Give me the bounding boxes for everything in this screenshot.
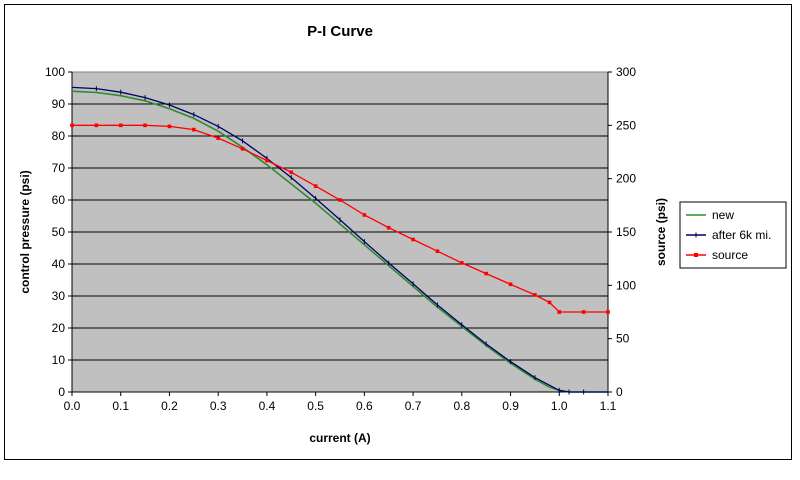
y-tick-label: 40	[52, 257, 66, 271]
legend-label-1: after 6k mi.	[712, 228, 771, 242]
x-tick-label: 0.8	[453, 399, 470, 413]
y-tick-label: 80	[52, 129, 66, 143]
y-tick-label: 10	[52, 353, 66, 367]
series-line-1	[71, 86, 608, 393]
y-tick-label: 90	[52, 97, 66, 111]
y2-tick-label: 0	[616, 385, 623, 399]
x-tick-label: 0.3	[210, 399, 227, 413]
x-tick-label: 0.1	[112, 399, 129, 413]
y2-tick-label: 250	[616, 118, 636, 132]
y-tick-label: 50	[52, 225, 66, 239]
data-point	[581, 310, 586, 314]
data-point	[192, 127, 196, 132]
x-tick-label: 0.7	[405, 399, 422, 413]
y2-tick-label: 200	[616, 172, 636, 186]
x-axis-title: current (A)	[309, 431, 370, 445]
y-tick-label: 70	[52, 161, 66, 175]
y2-axis-title: source (psi)	[654, 198, 668, 266]
data-point	[289, 170, 294, 175]
data-point	[411, 237, 415, 242]
data-point	[606, 310, 610, 314]
data-point	[533, 293, 537, 297]
chart-title: P-I Curve	[307, 23, 373, 40]
legend-label-0: new	[712, 208, 734, 222]
data-point	[70, 123, 74, 128]
data-point	[240, 147, 245, 151]
y-tick-label: 20	[52, 321, 66, 335]
chart-frame: 0 10 20 30 40 50 60 70 80 90 100 0 50 100 150 200 250 300…	[4, 4, 792, 460]
x-tick-label: 0.4	[259, 399, 276, 413]
data-point	[547, 300, 552, 305]
data-point	[484, 271, 488, 276]
y-axis-title: control pressure (psi)	[18, 170, 32, 293]
y-tick-label: 60	[52, 193, 66, 207]
x-tick-label: 0.5	[307, 399, 324, 413]
y2-tick-label: 150	[616, 225, 636, 239]
data-point	[362, 213, 367, 217]
x-tick-label: 1.1	[600, 399, 617, 413]
y2-tick-label: 100	[616, 278, 636, 292]
y-tick-label: 0	[58, 385, 65, 399]
data-point	[508, 282, 513, 287]
series-line-0	[71, 90, 608, 393]
y2-tick-label: 300	[616, 65, 636, 79]
data-point	[435, 249, 440, 253]
x-tick-label: 0.0	[64, 399, 81, 413]
y2-tick-label: 50	[616, 332, 630, 346]
data-point	[460, 261, 464, 265]
x-tick-label: 1.0	[551, 399, 568, 413]
legend-label-2: source	[712, 248, 748, 262]
data-point	[313, 184, 318, 188]
legend-marker-2	[694, 253, 698, 257]
data-point	[386, 225, 391, 230]
x-tick-label: 0.9	[502, 399, 519, 413]
x-tick-label: 0.2	[161, 399, 178, 413]
data-point	[167, 124, 172, 129]
y-tick-label: 30	[52, 289, 66, 303]
series-line-2	[72, 124, 608, 313]
data-point	[265, 158, 269, 163]
data-point	[557, 310, 562, 314]
p-i-curve-chart: 0 10 20 30 40 50 60 70 80 90 100 0 50 100 150 200 250 300…	[18, 23, 787, 445]
data-point	[94, 123, 99, 128]
data-point	[143, 123, 147, 128]
x-tick-label: 0.6	[356, 399, 373, 413]
y-tick-label: 100	[45, 65, 65, 79]
data-point	[338, 198, 342, 202]
data-point	[118, 123, 123, 128]
data-point	[216, 136, 220, 140]
